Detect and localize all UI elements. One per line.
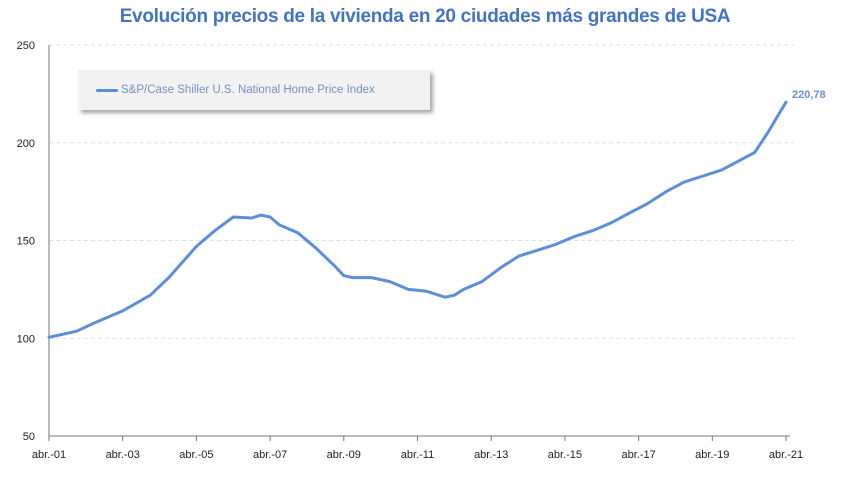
- y-tick-label: 200: [17, 138, 35, 150]
- x-tick-label: abr.-13: [474, 449, 508, 461]
- legend-label: S&P/Case Shiller U.S. National Home Pric…: [121, 84, 375, 96]
- x-tick-label: abr.-03: [106, 449, 140, 461]
- legend-swatch: [96, 88, 118, 92]
- x-tick-label: abr.-19: [695, 449, 729, 461]
- x-tick-label: abr.-17: [621, 449, 655, 461]
- x-tick-label: abr.-11: [401, 449, 434, 461]
- x-tick-label: abr.-21: [769, 449, 803, 461]
- x-tick-label: abr.-07: [253, 449, 287, 461]
- x-tick-label: abr.-15: [548, 449, 582, 461]
- series-line: [47, 100, 788, 339]
- y-tick-label: 150: [17, 236, 35, 248]
- x-tick-label: abr.-05: [179, 449, 213, 461]
- x-tick-label: abr.-09: [327, 449, 361, 461]
- y-tick-label: 250: [17, 40, 35, 52]
- x-tick-label: abr.-01: [32, 449, 66, 461]
- chart-title: Evolución precios de la vivienda en 20 c…: [119, 6, 731, 27]
- data-label: 220,78: [792, 89, 826, 101]
- y-tick-label: 50: [23, 431, 35, 443]
- legend: S&P/Case Shiller U.S. National Home Pric…: [78, 70, 430, 110]
- y-tick-label: 100: [17, 333, 35, 345]
